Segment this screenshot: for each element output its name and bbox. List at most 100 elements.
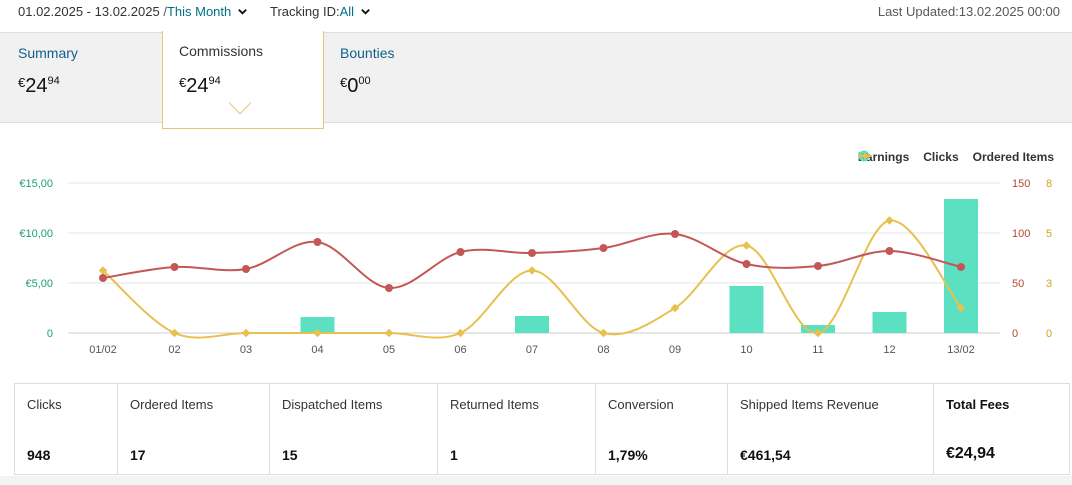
currency-symbol: € (18, 75, 26, 90)
earnings-bar[interactable] (515, 316, 549, 333)
summary-tabs: Summary €2494 Commissions €2494 Bounties… (0, 31, 1072, 129)
legend-label-earnings: Earnings (857, 150, 910, 164)
ordered-items-point[interactable] (98, 266, 108, 275)
metric-value: 1 (450, 447, 458, 463)
date-range-selector[interactable]: 01.02.2025 - 13.02.2025 /This Month (18, 4, 248, 19)
ordered-items-point[interactable] (956, 303, 966, 313)
right-axis-items-tick-label: 5 (1046, 228, 1052, 240)
metric-value: 17 (130, 447, 146, 463)
earnings-bar[interactable] (729, 286, 764, 333)
metric-value: 948 (27, 447, 51, 463)
ordered-items-point[interactable] (384, 328, 394, 338)
clicks-point[interactable] (456, 248, 465, 256)
metric-value: 1,79% (608, 447, 648, 463)
ordered-items-point[interactable] (885, 216, 894, 225)
legend-swatch-ordered-items (857, 152, 872, 160)
clicks-point[interactable] (99, 274, 107, 282)
tab-bounties[interactable]: Bounties €000 (324, 33, 484, 123)
right-axis-items-tick-label: 8 (1046, 178, 1052, 190)
earnings-bar[interactable] (300, 317, 335, 333)
ordered-items-point[interactable] (813, 328, 823, 338)
left-axis-tick-label: €10,00 (19, 228, 53, 240)
left-axis-tick-label: €15,00 (19, 178, 53, 190)
tab-commissions[interactable]: Commissions €2494 (162, 31, 324, 129)
period-dropdown-label[interactable]: This Month (166, 4, 232, 19)
tracking-id-value[interactable]: All (339, 4, 355, 19)
last-updated-text: Last Updated:13.02.2025 00:00 (877, 4, 1060, 19)
report-header: 01.02.2025 - 13.02.2025 /This Month Trac… (0, 0, 1072, 24)
chevron-down-icon[interactable] (360, 6, 371, 17)
metric-label: Clicks (27, 397, 62, 412)
ordered-items-point[interactable] (670, 303, 680, 313)
clicks-point[interactable] (385, 284, 393, 292)
metric-dispatched-items: Dispatched Items 15 (270, 384, 438, 474)
x-axis-tick-label: 08 (597, 344, 609, 356)
metric-label: Shipped Items Revenue (740, 397, 879, 412)
clicks-point[interactable] (814, 262, 822, 270)
metric-value: €461,54 (740, 447, 791, 463)
ordered-items-point[interactable] (599, 328, 608, 338)
right-axis-clicks-tick-label: 150 (1012, 178, 1030, 190)
right-axis-clicks-tick-label: 100 (1012, 228, 1030, 240)
ordered-items-point[interactable] (313, 328, 322, 338)
date-range-separator: / (163, 4, 167, 19)
legend-item-clicks[interactable]: Clicks (857, 150, 959, 164)
right-axis-clicks-tick-label: 50 (1012, 278, 1024, 290)
metric-label: Total Fees (946, 397, 1010, 412)
clicks-point[interactable] (313, 238, 322, 246)
tracking-id-label: Tracking ID: (270, 4, 340, 19)
x-axis-tick-label: 04 (311, 344, 323, 356)
legend-label-ordered-items: Ordered Items (972, 150, 1054, 164)
tab-commissions-amount: €2494 (179, 75, 221, 98)
metric-value: 15 (282, 447, 298, 463)
ordered-items-point[interactable] (527, 266, 537, 275)
left-axis-tick-label: €5,00 (25, 278, 53, 290)
x-axis-tick-label: 09 (669, 344, 681, 356)
currency-symbol: € (179, 75, 187, 90)
tab-bounties-amount: €000 (340, 75, 371, 98)
chevron-down-icon[interactable] (237, 6, 248, 17)
left-axis-tick-label: 0 (47, 328, 53, 340)
x-axis-tick-label: 13/02 (947, 344, 975, 356)
clicks-point[interactable] (599, 244, 608, 252)
amount-whole: 24 (25, 75, 48, 97)
tracking-id-selector[interactable]: Tracking ID:All (270, 4, 371, 19)
clicks-point[interactable] (671, 230, 679, 238)
amount-whole: 24 (186, 75, 209, 97)
metric-label: Dispatched Items (282, 397, 383, 412)
clicks-point[interactable] (170, 263, 179, 271)
currency-symbol: € (340, 75, 348, 90)
clicks-point[interactable] (742, 260, 751, 268)
tab-summary-label[interactable]: Summary (18, 45, 78, 61)
clicks-point[interactable] (528, 249, 536, 257)
legend-item-ordered-items[interactable]: Ordered Items (857, 150, 1054, 164)
amount-whole: 0 (347, 75, 359, 97)
right-axis-items-tick-label: 3 (1046, 278, 1052, 290)
tab-commissions-label[interactable]: Commissions (179, 43, 264, 59)
metric-label: Conversion (608, 397, 674, 412)
metric-shipped-items-revenue: Shipped Items Revenue €461,54 (728, 384, 934, 474)
metric-label: Ordered Items (130, 397, 214, 412)
right-axis-items-tick-label: 0 (1046, 328, 1052, 340)
x-axis-tick-label: 01/02 (89, 344, 117, 356)
ordered-items-point[interactable] (241, 328, 251, 338)
x-axis-tick-label: 05 (383, 344, 395, 356)
clicks-point[interactable] (885, 247, 894, 255)
tab-summary-amount: €2494 (18, 75, 60, 98)
tab-bounties-label[interactable]: Bounties (340, 45, 395, 61)
clicks-point[interactable] (957, 263, 965, 271)
ordered-items-point[interactable] (456, 328, 465, 338)
x-axis-tick-label: 06 (454, 344, 466, 356)
earnings-bar[interactable] (872, 312, 907, 333)
x-axis-tick-label: 11 (812, 344, 823, 356)
ordered-items-point[interactable] (742, 241, 751, 250)
metric-value: €24,94 (946, 445, 995, 462)
tab-summary[interactable]: Summary €2494 (0, 33, 162, 123)
x-axis-tick-label: 07 (526, 344, 538, 356)
ordered-items-point[interactable] (170, 328, 179, 338)
x-axis-tick-label: 10 (740, 344, 752, 356)
clicks-point[interactable] (242, 265, 250, 273)
metrics-summary: Clicks 948 Ordered Items 17 Dispatched I… (14, 383, 1070, 475)
metric-total-fees: Total Fees €24,94 (934, 384, 1069, 474)
